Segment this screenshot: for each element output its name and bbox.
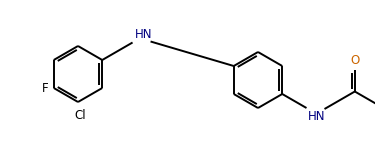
Text: Cl: Cl xyxy=(74,109,86,122)
Text: HN: HN xyxy=(135,27,152,40)
Text: F: F xyxy=(42,81,49,94)
Text: O: O xyxy=(350,54,359,66)
Text: HN: HN xyxy=(308,110,325,123)
